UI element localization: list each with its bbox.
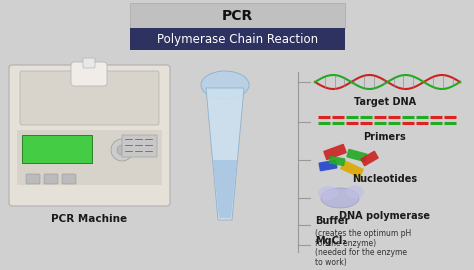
FancyBboxPatch shape — [26, 174, 40, 184]
Ellipse shape — [111, 139, 133, 161]
Text: DNA polymerase: DNA polymerase — [339, 211, 430, 221]
FancyBboxPatch shape — [340, 160, 364, 178]
Ellipse shape — [318, 186, 338, 200]
FancyBboxPatch shape — [44, 174, 58, 184]
FancyBboxPatch shape — [22, 135, 92, 163]
FancyBboxPatch shape — [17, 130, 162, 185]
FancyBboxPatch shape — [122, 135, 157, 157]
FancyBboxPatch shape — [328, 156, 346, 166]
Text: Nucleotides: Nucleotides — [353, 174, 418, 184]
FancyBboxPatch shape — [360, 151, 379, 166]
Ellipse shape — [346, 185, 364, 198]
Text: PCR Machine: PCR Machine — [52, 214, 128, 224]
Text: (creates the optimum pH
for the enzyme): (creates the optimum pH for the enzyme) — [315, 229, 411, 248]
FancyBboxPatch shape — [9, 65, 170, 206]
Text: (needed for the enzyme
to work): (needed for the enzyme to work) — [315, 248, 407, 267]
Text: Polymerase Chain Reaction: Polymerase Chain Reaction — [157, 32, 318, 46]
Text: Buffer: Buffer — [315, 216, 349, 226]
Polygon shape — [206, 88, 244, 220]
FancyBboxPatch shape — [319, 160, 337, 171]
Ellipse shape — [321, 188, 359, 208]
Ellipse shape — [201, 71, 249, 99]
FancyBboxPatch shape — [83, 58, 95, 68]
Polygon shape — [213, 160, 237, 218]
FancyBboxPatch shape — [20, 71, 159, 125]
FancyBboxPatch shape — [346, 149, 368, 162]
Ellipse shape — [117, 145, 127, 155]
Text: PCR: PCR — [222, 8, 253, 22]
FancyBboxPatch shape — [71, 62, 107, 86]
Text: Target DNA: Target DNA — [354, 97, 416, 107]
Text: Primers: Primers — [364, 132, 406, 142]
FancyBboxPatch shape — [130, 28, 345, 50]
FancyBboxPatch shape — [323, 144, 347, 160]
Text: MgCl₂: MgCl₂ — [315, 236, 346, 246]
FancyBboxPatch shape — [62, 174, 76, 184]
FancyBboxPatch shape — [130, 3, 345, 28]
